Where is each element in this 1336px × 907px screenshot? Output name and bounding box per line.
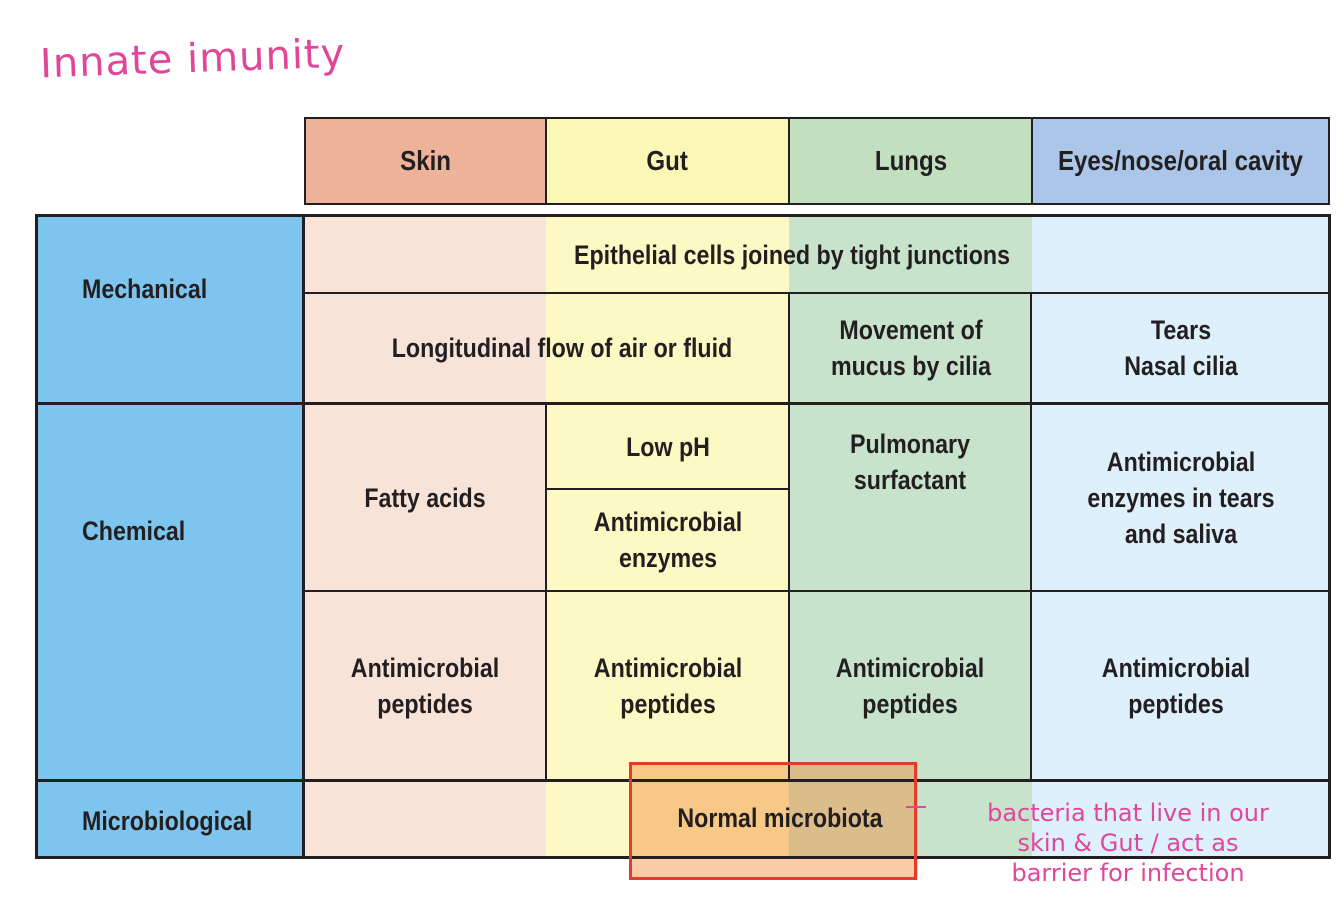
lungs-column-bg xyxy=(789,215,1032,857)
cell-longitudinal-flow: Longitudinal flow of air or fluid xyxy=(391,333,733,363)
header-lungs: Lungs xyxy=(788,117,1033,205)
row-header-column-bg xyxy=(36,215,304,857)
cell-tears-cilia: Tears Nasal cilia xyxy=(1124,315,1238,381)
grid-h3 xyxy=(546,488,789,490)
highlight-box xyxy=(629,762,917,880)
cell-tears-enzymes: Antimicrobial enzymes in tears and saliv… xyxy=(1087,446,1275,549)
cell-epithelial: Epithelial cells joined by tight junctio… xyxy=(573,240,1011,270)
grid-v5 xyxy=(1030,404,1032,780)
header-eyes-label: Eyes/nose/oral cavity xyxy=(1058,145,1303,176)
row-header-chemical: Chemical xyxy=(82,516,186,546)
gut-column-bg xyxy=(546,215,789,857)
grid-v4 xyxy=(788,404,790,780)
header-skin: Skin xyxy=(304,117,547,205)
grid-h1 xyxy=(304,292,1330,294)
grid-left xyxy=(35,214,38,859)
handwritten-title: Innate imunity xyxy=(39,30,346,88)
cell-fatty-acids: Fatty acids xyxy=(364,482,486,513)
header-gut: Gut xyxy=(545,117,790,205)
header-skin-label: Skin xyxy=(400,145,451,176)
skin-column-bg xyxy=(304,215,546,857)
handwritten-note: bacteria that live in our skin & Gut / a… xyxy=(987,799,1269,887)
grid-v3 xyxy=(545,404,547,780)
grid-h2 xyxy=(36,402,1330,405)
grid-bottom xyxy=(36,856,1330,859)
eyes-column-bg xyxy=(1032,215,1330,857)
grid-h4 xyxy=(304,590,1330,592)
grid-right xyxy=(1328,214,1331,859)
row-header-microbiological: Microbiological xyxy=(82,806,253,836)
grid-v2 xyxy=(1030,292,1032,404)
cell-peptides-skin: Antimicrobial peptides xyxy=(350,652,500,719)
cell-peptides-gut: Antimicrobial peptides xyxy=(593,652,743,719)
cell-peptides-lungs: Antimicrobial peptides xyxy=(835,652,985,719)
cell-normal-microbiota: Normal microbiota xyxy=(677,803,883,833)
cell-low-ph: Low pH xyxy=(626,431,710,462)
grid-top xyxy=(36,214,1330,217)
cell-mucus-cilia: Movement of mucus by cilia xyxy=(830,315,992,381)
cell-peptides-eyes: Antimicrobial peptides xyxy=(1101,652,1251,719)
connector-dash xyxy=(906,806,926,808)
header-eyes: Eyes/nose/oral cavity xyxy=(1031,117,1330,205)
grid-v1 xyxy=(788,292,790,404)
cell-surfactant: Pulmonary surfactant xyxy=(849,429,970,495)
header-gut-label: Gut xyxy=(646,145,689,176)
grid-h5 xyxy=(36,779,1330,782)
header-lungs-label: Lungs xyxy=(874,145,947,176)
grid-rowheader-divider xyxy=(302,214,305,859)
row-header-mechanical: Mechanical xyxy=(82,274,208,304)
cell-gut-enzymes: Antimicrobial enzymes xyxy=(593,507,743,573)
